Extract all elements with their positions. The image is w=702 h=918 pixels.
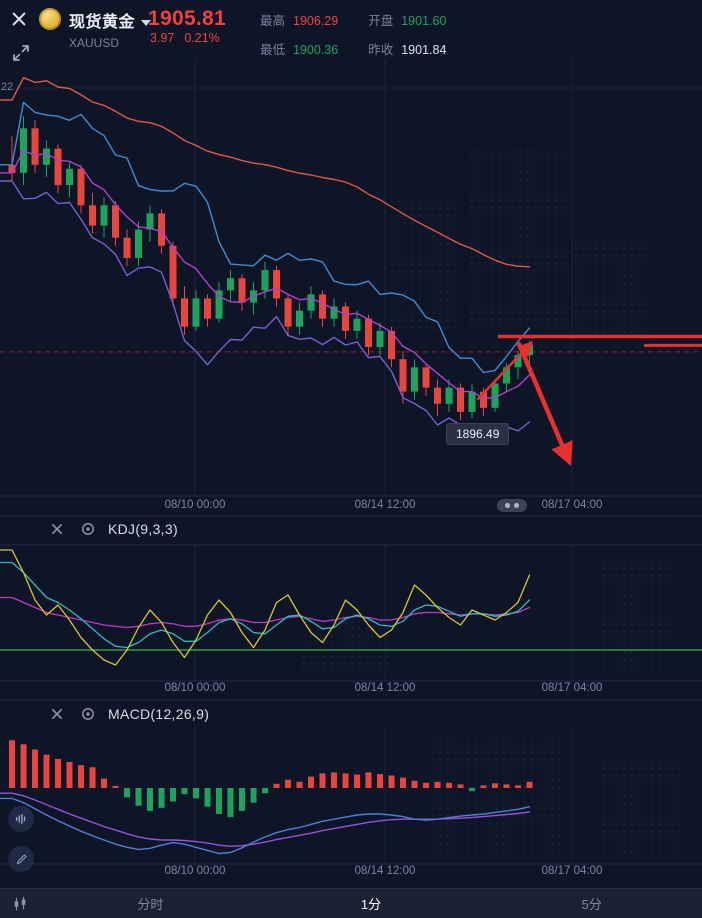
price-change-row: 3.97 0.21%	[150, 31, 230, 45]
stat-prev-close: 昨收 1901.84	[368, 39, 446, 58]
tab-timeshare[interactable]: 分时	[40, 893, 261, 914]
kline-chart-icon[interactable]	[8, 892, 32, 916]
daily-stats: 最高 1906.29 开盘 1901.60 最低 1900.36 昨收 1901.84	[260, 10, 446, 58]
skyline-decoration	[600, 758, 680, 858]
skyline-decoration	[388, 198, 460, 330]
symbol-name: 现货黄金	[69, 14, 136, 31]
interval-tab-bar: 分时 1分 5分	[0, 888, 702, 918]
kdj-x-axis: 08/10 00:00 08/14 12:00 08/17 04:00	[0, 682, 702, 698]
x-axis-label: 08/17 04:00	[541, 865, 603, 877]
tab-5min[interactable]: 5分	[481, 893, 702, 914]
x-axis-label: 08/17 04:00	[541, 682, 603, 694]
stat-label: 昨收	[368, 43, 394, 57]
macd-settings-icon[interactable]	[80, 706, 96, 722]
stat-label: 开盘	[368, 14, 394, 28]
skyline-decoration	[300, 618, 392, 674]
fullscreen-expand-icon[interactable]	[10, 42, 32, 64]
x-axis-label: 08/14 12:00	[354, 865, 416, 877]
stat-value: 1901.60	[401, 14, 447, 28]
tab-1min[interactable]: 1分	[261, 893, 482, 914]
main-x-axis: 08/10 00:00 08/14 12:00 08/17 04:00	[0, 499, 702, 515]
macd-x-axis: 08/10 00:00 08/14 12:00 08/17 04:00	[0, 865, 702, 881]
x-axis-label: 08/14 12:00	[354, 682, 416, 694]
drawn-arrow-head[interactable]	[551, 440, 573, 466]
close-icon[interactable]	[8, 8, 30, 30]
gold-coin-icon	[39, 8, 61, 30]
x-axis-label: 08/10 00:00	[164, 865, 226, 877]
x-axis-label: 08/17 04:00	[541, 499, 603, 511]
pagination-dot	[514, 503, 519, 508]
symbol-code: XAUUSD	[69, 36, 120, 50]
grid-lines	[0, 60, 702, 865]
low-price-label: 1896.49	[446, 423, 510, 445]
price-change-pct: 0.21%	[184, 31, 220, 45]
draw-pencil-icon[interactable]	[8, 846, 34, 872]
price-axis-fragment: 22	[1, 81, 14, 93]
stat-high: 最高 1906.29	[260, 10, 338, 29]
candlesticks	[8, 116, 533, 420]
last-price: 1905.81	[148, 7, 227, 30]
x-axis-label: 08/10 00:00	[164, 682, 226, 694]
x-axis-label: 08/10 00:00	[164, 499, 226, 511]
stat-open: 开盘 1901.60	[368, 10, 446, 29]
drawn-arrow-line[interactable]	[476, 349, 526, 401]
stat-low: 最低 1900.36	[260, 39, 338, 58]
skyline-decoration	[468, 148, 564, 330]
stat-label: 最低	[260, 43, 286, 57]
drawn-arrow-line[interactable]	[516, 341, 566, 449]
drawing-annotations[interactable]	[0, 334, 702, 466]
symbol-block[interactable]: 现货黄金 XAUUSD	[69, 8, 152, 50]
kdj-indicator	[0, 549, 702, 666]
drawn-arrow-head[interactable]	[517, 341, 533, 357]
skyline-decoration	[430, 735, 562, 855]
bollinger-bands	[0, 76, 531, 432]
stat-label: 最高	[260, 14, 286, 28]
pagination-dots[interactable]	[497, 499, 527, 512]
stat-value: 1901.84	[401, 43, 447, 57]
price-change: 3.97	[150, 31, 175, 45]
audio-wave-icon[interactable]	[8, 806, 34, 832]
stat-value: 1906.29	[293, 14, 339, 28]
skyline-decoration	[572, 238, 650, 334]
macd-indicator	[0, 740, 533, 855]
kdj-close-icon[interactable]	[48, 520, 66, 538]
kdj-settings-icon[interactable]	[80, 521, 96, 537]
x-axis-label: 08/14 12:00	[354, 499, 416, 511]
dropdown-caret-icon	[141, 19, 152, 26]
macd-title: MACD(12,26,9)	[108, 706, 210, 722]
pagination-dot	[505, 503, 510, 508]
kdj-title: KDJ(9,3,3)	[108, 521, 178, 537]
stat-value: 1900.36	[293, 43, 339, 57]
macd-close-icon[interactable]	[48, 705, 66, 723]
skyline-decoration	[600, 558, 672, 670]
